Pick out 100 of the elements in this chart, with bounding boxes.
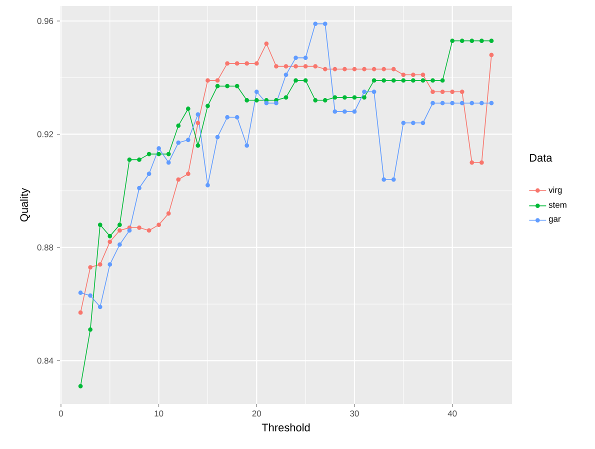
point bbox=[420, 72, 426, 77]
point bbox=[88, 265, 93, 270]
point bbox=[332, 109, 338, 114]
point bbox=[322, 22, 328, 26]
point bbox=[322, 98, 328, 102]
point bbox=[137, 186, 142, 190]
point bbox=[352, 109, 357, 114]
x-tick-label: 30 bbox=[350, 410, 359, 417]
point bbox=[430, 90, 435, 94]
point bbox=[98, 304, 102, 310]
point bbox=[137, 225, 142, 230]
point bbox=[108, 240, 112, 244]
point bbox=[264, 41, 269, 46]
point bbox=[206, 104, 210, 108]
point bbox=[146, 152, 152, 156]
point bbox=[352, 95, 357, 100]
point bbox=[127, 228, 132, 233]
point bbox=[489, 38, 494, 44]
x-tick-label: 20 bbox=[252, 410, 262, 417]
point bbox=[489, 52, 494, 58]
point bbox=[146, 172, 152, 176]
point bbox=[186, 106, 190, 111]
point bbox=[88, 293, 93, 298]
y-tick-label: 0.96 bbox=[37, 18, 54, 24]
point bbox=[284, 64, 288, 68]
point bbox=[225, 115, 230, 120]
point bbox=[332, 95, 338, 100]
point bbox=[225, 84, 230, 88]
point bbox=[244, 143, 250, 148]
point bbox=[410, 78, 416, 83]
point bbox=[186, 138, 190, 142]
point bbox=[372, 90, 376, 94]
point bbox=[440, 90, 445, 94]
point bbox=[410, 72, 416, 77]
point bbox=[342, 66, 347, 72]
point bbox=[450, 100, 455, 106]
point bbox=[88, 327, 93, 332]
point bbox=[332, 66, 338, 72]
point bbox=[303, 78, 308, 83]
point bbox=[274, 64, 278, 68]
point bbox=[156, 222, 162, 228]
point bbox=[98, 222, 102, 228]
point bbox=[78, 290, 83, 295]
point bbox=[225, 61, 230, 66]
point bbox=[166, 211, 171, 216]
x-tick-label: 0 bbox=[58, 410, 63, 417]
point bbox=[117, 222, 122, 228]
point bbox=[215, 134, 220, 140]
point bbox=[166, 152, 171, 156]
point bbox=[176, 140, 181, 145]
point bbox=[206, 78, 210, 83]
point bbox=[401, 78, 406, 83]
point bbox=[156, 152, 162, 156]
point bbox=[382, 177, 386, 182]
point bbox=[470, 160, 474, 165]
x-tick-label: 10 bbox=[154, 410, 164, 417]
point bbox=[166, 160, 171, 165]
point bbox=[362, 66, 366, 72]
point bbox=[420, 120, 426, 126]
point bbox=[460, 90, 464, 94]
point bbox=[156, 146, 162, 151]
point bbox=[372, 78, 376, 83]
point bbox=[117, 228, 122, 233]
point bbox=[450, 38, 455, 44]
point bbox=[430, 78, 435, 83]
point bbox=[450, 90, 455, 94]
point bbox=[78, 384, 83, 388]
point bbox=[78, 310, 83, 315]
point bbox=[382, 78, 386, 83]
y-tick-label: 0.92 bbox=[37, 131, 54, 138]
point bbox=[294, 56, 298, 60]
point bbox=[176, 124, 181, 128]
x-tick-label: 40 bbox=[448, 410, 457, 417]
legend-label: stem bbox=[548, 202, 566, 208]
point bbox=[196, 112, 200, 117]
point bbox=[372, 66, 376, 72]
point bbox=[391, 66, 396, 72]
point bbox=[479, 160, 484, 165]
point bbox=[244, 98, 250, 102]
point bbox=[215, 78, 220, 83]
point bbox=[313, 98, 318, 102]
point bbox=[146, 228, 152, 233]
point bbox=[362, 90, 366, 94]
point bbox=[391, 78, 396, 83]
point bbox=[137, 158, 142, 162]
point bbox=[401, 120, 406, 126]
point bbox=[470, 100, 474, 106]
point bbox=[479, 38, 484, 44]
point bbox=[274, 100, 278, 106]
point bbox=[254, 61, 259, 66]
point bbox=[303, 56, 308, 60]
point bbox=[234, 115, 240, 120]
point bbox=[108, 262, 112, 267]
point bbox=[362, 95, 366, 100]
point bbox=[234, 84, 240, 88]
point bbox=[303, 64, 308, 68]
x-axis-title: Threshold bbox=[262, 423, 310, 432]
point bbox=[460, 100, 464, 106]
legend-label: gar bbox=[548, 217, 561, 224]
point bbox=[430, 100, 435, 106]
